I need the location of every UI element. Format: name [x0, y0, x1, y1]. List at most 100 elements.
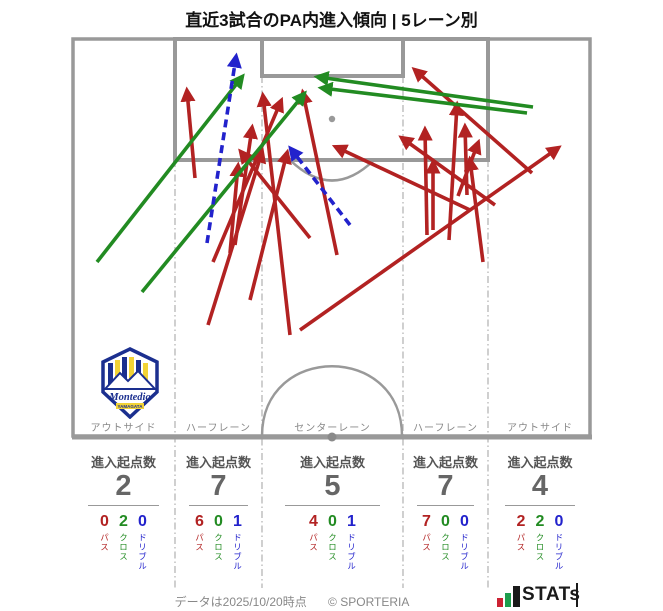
center-circle: [260, 365, 404, 437]
origins-count-underline: 5: [284, 469, 381, 506]
badge-script: Montedio: [108, 392, 150, 403]
pass-arrow: [447, 100, 464, 241]
penalty-arc: [289, 159, 375, 182]
cross-count: 0: [214, 513, 223, 530]
origins-count: 7: [437, 470, 454, 502]
pass-arrow: [398, 135, 497, 207]
metrics-row: 0 パス 2 クロス 0 ドリブル: [72, 513, 175, 571]
lane-column: ハーフレーン 進入起点数 7 7 パス 0 クロス 0 ドリブル: [403, 415, 488, 593]
pass-arrow: [211, 96, 284, 263]
lane-column: センターレーン 進入起点数 5 4 パス 0 クロス 1 ドリブル: [262, 415, 403, 593]
pass-metric: 7 パス: [421, 513, 432, 571]
dribble-count: 1: [347, 513, 356, 530]
cross-arrow: [95, 73, 245, 264]
pass-arrow: [248, 148, 292, 301]
cross-arrow: [317, 81, 528, 115]
cross-count: 0: [328, 513, 337, 530]
dribble-arrow: [288, 145, 352, 227]
bar-chart-icon: [497, 586, 520, 607]
stats-wordmark: STATs: [522, 584, 581, 605]
penalty-area: [173, 37, 490, 162]
origins-title: 進入起点数: [185, 455, 251, 470]
pass-count: 6: [195, 513, 204, 530]
pass-arrow: [411, 67, 534, 175]
dribble-arrow: [205, 52, 242, 244]
origins-count: 4: [531, 470, 549, 502]
badge-sub: YAMAGATA: [118, 404, 144, 409]
dribble-count: 0: [138, 513, 147, 530]
cross-metric: 0 クロス: [213, 513, 224, 571]
pass-metric: 2 パス: [516, 513, 527, 571]
cross-metric: 0 クロス: [327, 513, 338, 571]
dribble-metric: 1 ドリブル: [232, 513, 243, 571]
lane-column: アウトサイド 進入起点数 4 2 パス 2 クロス 0 ドリブル: [488, 415, 592, 593]
pass-arrow: [417, 125, 433, 236]
origins-title: 進入起点数: [412, 455, 478, 470]
cross-arrow: [140, 90, 307, 294]
dribble-count: 0: [460, 513, 469, 530]
footer-note: データは2025/10/20時点 © SPORTERIA: [72, 593, 512, 610]
penalty-spot: [328, 115, 336, 123]
lane-column: アウトサイド 進入起点数 2 0 パス 2 クロス 0 ドリブル: [72, 415, 175, 593]
pass-count: 0: [100, 513, 109, 530]
lane-label: アウトサイド: [90, 423, 157, 434]
lane-column: ハーフレーン 進入起点数 7 6 パス 0 クロス 1 ドリブル: [175, 415, 262, 593]
center-spot: [327, 432, 337, 442]
pass-arrow: [180, 86, 197, 179]
origins-title: 進入起点数: [90, 455, 156, 470]
lane-label: ハーフレーン: [413, 423, 478, 434]
pass-label: パス: [308, 533, 319, 552]
pass-metric: 6 パス: [194, 513, 205, 571]
entry-arrows: [95, 52, 562, 336]
pass-label: パス: [194, 533, 205, 552]
dribble-label: ドリブル: [346, 533, 357, 571]
lane-label: アウトサイド: [507, 423, 573, 434]
metrics-row: 4 パス 0 クロス 1 ドリブル: [262, 513, 403, 571]
lane-label: センターレーン: [294, 423, 371, 434]
pass-count: 7: [422, 513, 431, 530]
club-badge: Montedio YAMAGATA: [101, 347, 159, 419]
cross-metric: 2 クロス: [535, 513, 546, 571]
cross-count: 0: [441, 513, 450, 530]
cross-label: クロス: [535, 533, 545, 562]
dribble-label: ドリブル: [232, 533, 243, 571]
pass-label: パス: [99, 533, 110, 552]
dribble-count: 0: [554, 513, 564, 530]
pass-count: 2: [516, 513, 526, 530]
pass-count: 4: [309, 513, 318, 530]
cross-count: 2: [535, 513, 545, 530]
pass-label: パス: [421, 533, 432, 552]
pass-arrow: [463, 155, 485, 263]
pass-arrow: [331, 144, 471, 212]
origins-count: 5: [324, 470, 341, 502]
metrics-row: 7 パス 0 クロス 0 ドリブル: [403, 513, 488, 571]
cross-metric: 2 クロス: [118, 513, 129, 571]
dribble-label: ドリブル: [137, 533, 148, 571]
pitch-lines: [71, 37, 592, 442]
origins-count-underline: 7: [188, 469, 249, 506]
dribble-label: ドリブル: [554, 533, 564, 571]
pass-metric: 4 パス: [308, 513, 319, 571]
dribble-metric: 0 ドリブル: [554, 513, 565, 571]
origins-count: 2: [115, 470, 132, 502]
pass-label: パス: [516, 533, 526, 552]
cross-arrow: [313, 70, 534, 109]
cross-label: クロス: [440, 533, 451, 562]
metrics-row: 6 パス 0 クロス 1 ドリブル: [175, 513, 262, 571]
origins-title: 進入起点数: [299, 455, 365, 470]
lane-label: ハーフレーン: [186, 423, 251, 434]
dribble-metric: 1 ドリブル: [346, 513, 357, 571]
cross-label: クロス: [118, 533, 129, 562]
copyright: © SPORTERIA: [328, 595, 410, 609]
origins-title: 進入起点数: [507, 455, 573, 470]
pass-arrow: [297, 88, 339, 256]
cross-label: クロス: [327, 533, 338, 562]
metrics-row: 2 パス 2 クロス 0 ドリブル: [488, 513, 592, 571]
pass-arrow: [206, 147, 267, 326]
cross-label: クロス: [213, 533, 224, 562]
dribble-metric: 0 ドリブル: [137, 513, 148, 571]
dribble-label: ドリブル: [459, 533, 470, 571]
badge-mountain: [102, 369, 158, 390]
